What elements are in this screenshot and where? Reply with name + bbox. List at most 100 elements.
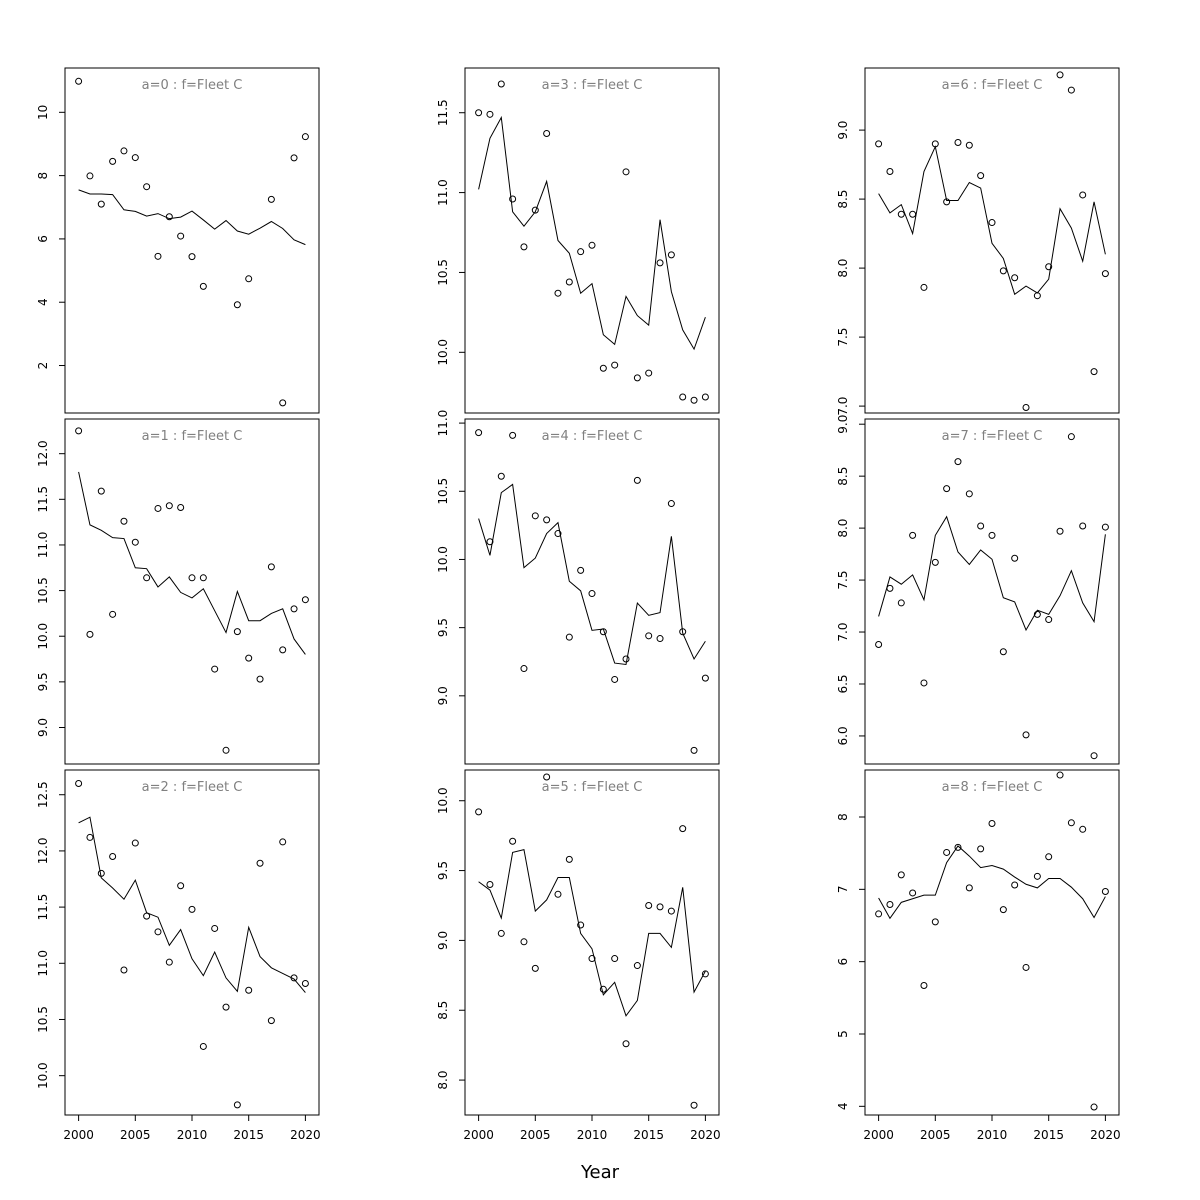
y-tick-label: 10: [36, 105, 50, 120]
data-point: [188, 574, 196, 582]
data-point: [199, 282, 207, 290]
data-point: [622, 168, 630, 176]
data-point: [233, 628, 241, 636]
data-point: [897, 210, 905, 218]
x-tick-label: 2005: [120, 1128, 151, 1142]
data-point: [667, 500, 675, 508]
panel-frame: [464, 67, 720, 414]
data-point: [1045, 853, 1053, 861]
data-point: [1067, 433, 1075, 441]
data-point: [543, 773, 551, 781]
data-point: [86, 833, 94, 841]
data-point: [645, 369, 653, 377]
data-point: [1056, 527, 1064, 535]
data-point: [690, 746, 698, 754]
y-tick-label: 11.0: [436, 179, 450, 206]
data-point: [909, 210, 917, 218]
data-point: [131, 154, 139, 162]
y-tick-label: 11.0: [436, 410, 450, 437]
data-point: [531, 964, 539, 972]
y-tick-label: 6: [36, 235, 50, 243]
fitted-line: [478, 849, 706, 1017]
data-point: [279, 399, 287, 407]
y-tick-label: 10.0: [36, 623, 50, 650]
y-tick-label: 8: [836, 813, 850, 821]
data-point: [211, 924, 219, 932]
x-tick-label: 2015: [233, 1128, 264, 1142]
data-point: [267, 195, 275, 203]
x-tick-label: 2015: [1033, 1128, 1064, 1142]
data-point: [245, 654, 253, 662]
data-point: [279, 838, 287, 846]
data-point: [131, 839, 139, 847]
data-point: [1033, 872, 1041, 880]
data-point: [656, 903, 664, 911]
data-point: [565, 855, 573, 863]
y-tick-label: 2: [36, 362, 50, 370]
data-point: [701, 674, 709, 682]
panels: a=0 : f=Fleet C 2 4 6 8 10 a=1 : f=Fleet C 9.0 9…: [36, 67, 1121, 1142]
y-tick-label: 9.5: [436, 618, 450, 637]
panel-3: a=3 : f=Fleet C 10.0 10.5 11.0 11.5: [436, 67, 720, 414]
data-point: [1045, 263, 1053, 271]
data-point: [1067, 86, 1075, 94]
data-point: [886, 168, 894, 175]
data-point: [120, 966, 128, 974]
data-point: [233, 1101, 241, 1109]
data-point: [531, 512, 539, 520]
y-tick-label: 10.0: [36, 1062, 50, 1089]
y-tick-label: 9.0: [436, 931, 450, 950]
data-point: [486, 881, 494, 889]
data-point: [86, 172, 94, 180]
data-point: [701, 393, 709, 401]
data-point: [954, 458, 962, 466]
y-tick-label: 9.0: [836, 415, 850, 434]
data-point: [988, 531, 996, 539]
fitted-line: [478, 483, 706, 666]
data-point: [599, 364, 607, 372]
data-point: [977, 172, 985, 180]
data-point: [633, 476, 641, 484]
data-point: [509, 837, 517, 845]
y-tick-label: 4: [36, 298, 50, 306]
data-point: [875, 641, 883, 648]
data-point: [177, 504, 185, 512]
fitted-line: [878, 845, 1106, 920]
panel-1: a=1 : f=Fleet C 9.0 9.5 10.0 10.5 11.0 11.5 12.…: [36, 418, 320, 765]
data-point: [965, 884, 973, 892]
data-point: [165, 213, 173, 221]
y-tick-label: 4: [836, 1103, 850, 1111]
data-point: [1022, 403, 1030, 411]
panel-5: a=5 : f=Fleet C 8.0 8.5 9.0 9.5 10.0 2000 2005 2…: [436, 769, 721, 1142]
data-point: [577, 921, 585, 929]
data-point: [679, 628, 687, 636]
data-point: [999, 648, 1007, 656]
data-point: [645, 901, 653, 909]
data-point: [565, 633, 573, 641]
x-tick-label: 2020: [290, 1128, 321, 1142]
data-point: [622, 655, 630, 663]
data-point: [588, 955, 596, 963]
y-tick-label: 8: [36, 172, 50, 180]
data-point: [588, 590, 596, 598]
data-point: [1022, 731, 1030, 739]
data-point: [931, 558, 939, 566]
data-point: [131, 538, 139, 546]
data-point: [999, 267, 1007, 275]
y-tick-label: 7: [836, 886, 850, 894]
data-point: [701, 970, 709, 978]
panel-7: a=7 : f=Fleet C 6.0 6.5 7.0 7.5 8.0 8.5 9.0: [836, 415, 1120, 765]
data-point: [75, 779, 83, 787]
data-point: [245, 986, 253, 994]
data-point: [1045, 616, 1053, 624]
data-point: [1090, 368, 1098, 376]
data-point: [920, 982, 928, 990]
y-tick-label: 11.0: [36, 950, 50, 977]
data-point: [988, 820, 996, 828]
data-point: [565, 278, 573, 286]
data-point: [633, 962, 641, 970]
data-point: [954, 139, 962, 147]
data-point: [690, 396, 698, 404]
data-point: [1101, 523, 1109, 531]
panel-title: a=2 : f=Fleet C: [142, 780, 243, 795]
